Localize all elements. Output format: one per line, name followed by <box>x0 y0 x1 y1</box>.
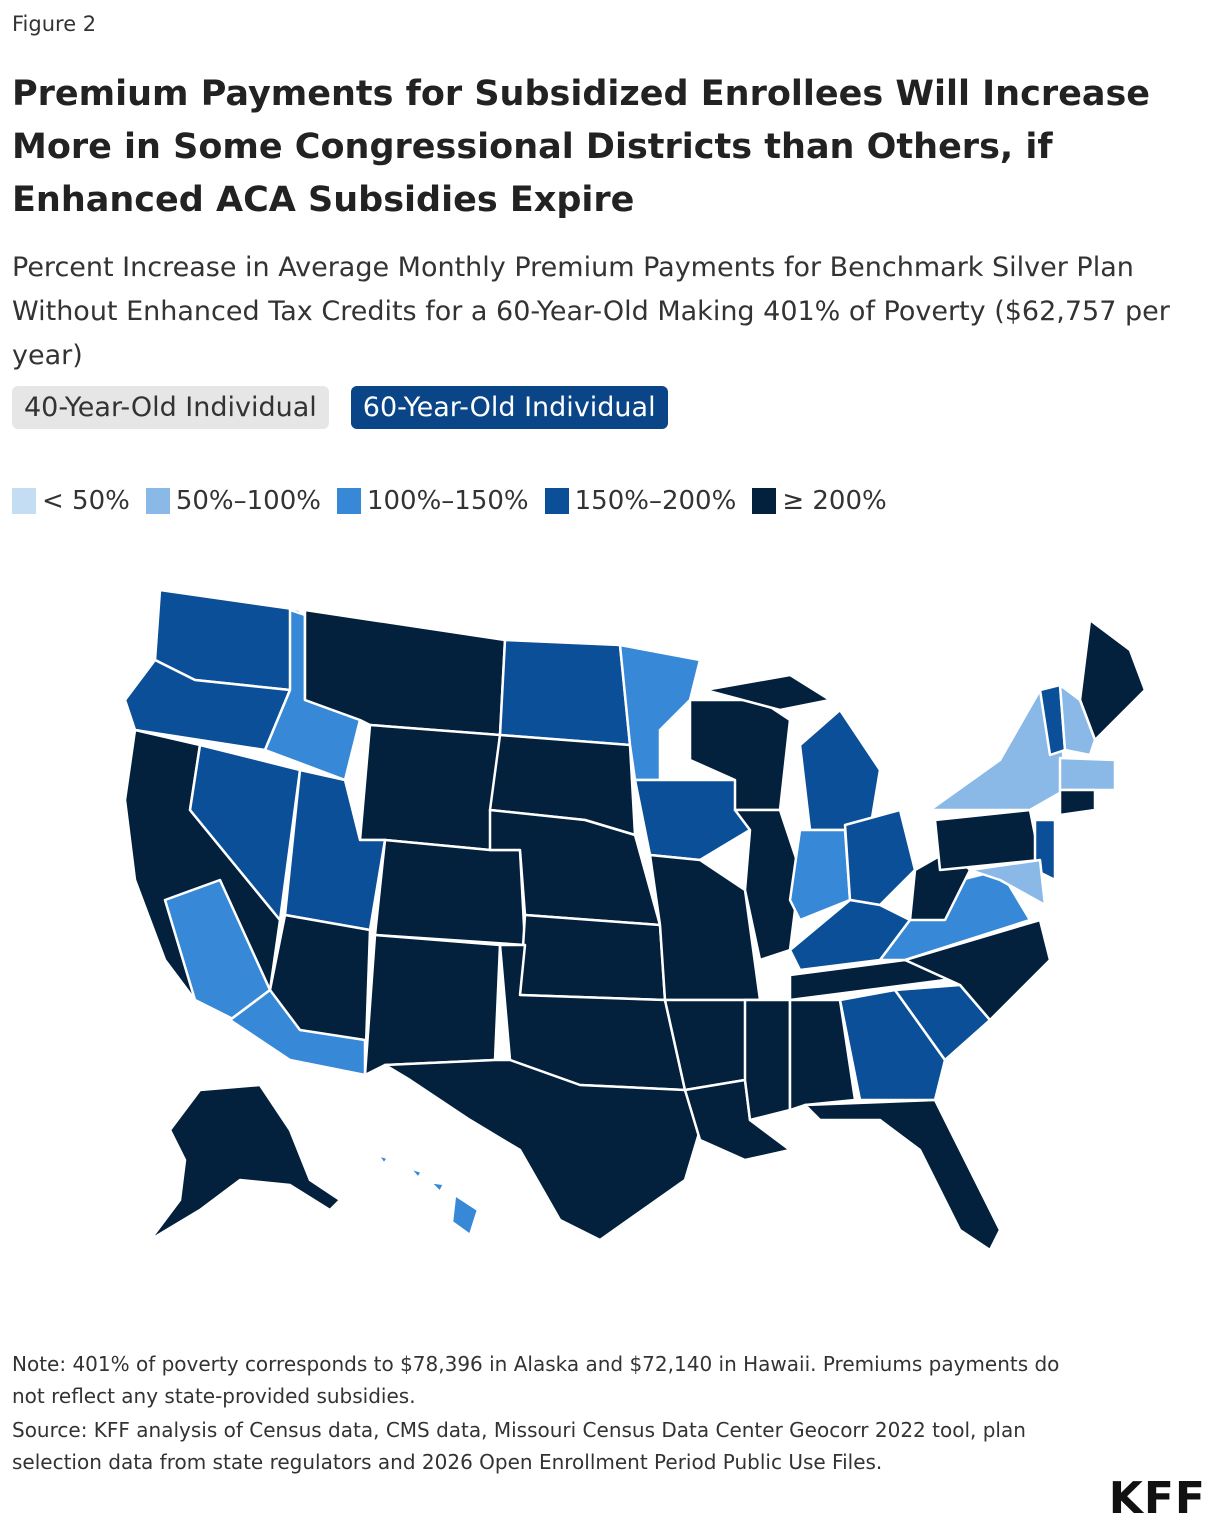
legend-label: 50%–100% <box>175 486 321 516</box>
figure-label: Figure 2 <box>12 12 97 36</box>
region <box>788 828 852 922</box>
legend-label: 100%–150% <box>366 486 529 516</box>
region <box>498 638 632 747</box>
legend-label: 150%–200% <box>574 486 737 516</box>
region <box>803 1098 1002 1252</box>
region <box>228 988 367 1077</box>
map <box>123 588 1147 1252</box>
tab[interactable]: 40-Year-Old Individual <box>12 386 329 429</box>
region <box>363 933 502 1077</box>
region <box>618 643 702 782</box>
title: Premium Payments for Subsidized Enrollee… <box>12 74 1151 220</box>
region <box>1058 683 1097 757</box>
legend-item: < 50% <box>12 486 130 516</box>
region <box>788 998 857 1112</box>
region <box>633 778 752 862</box>
region <box>376 1153 390 1166</box>
region <box>148 1083 342 1242</box>
region <box>743 998 792 1122</box>
legend-item: 150%–200% <box>544 486 737 516</box>
region <box>1058 788 1097 817</box>
legend-item: 100%–150% <box>336 486 529 516</box>
source: Source: KFF analysis of Census data, CMS… <box>12 1418 1026 1474</box>
legend-label: < 50% <box>42 486 130 516</box>
region <box>383 1058 702 1242</box>
legend-swatch <box>12 488 36 514</box>
region <box>358 723 502 852</box>
region <box>450 1193 480 1237</box>
legend-swatch <box>544 488 569 514</box>
region <box>648 853 762 1002</box>
legend: < 50% 50%–100% 100%–150% 150%–200% ≥ 200% <box>12 486 887 516</box>
tabs: 40-Year-Old Individual 60-Year-Old Indivi… <box>12 386 668 429</box>
region <box>843 808 917 907</box>
subtitle: Percent Increase in Average Monthly Prem… <box>12 252 1170 371</box>
legend-label: ≥ 200% <box>782 486 887 516</box>
region <box>838 988 947 1102</box>
legend-item: 50%–100% <box>145 486 321 516</box>
region <box>428 1180 446 1194</box>
region <box>903 918 1052 1022</box>
legend-item: ≥ 200% <box>752 486 887 516</box>
region <box>1058 756 1117 792</box>
legend-swatch <box>145 488 170 514</box>
tab[interactable]: 60-Year-Old Individual <box>350 386 668 429</box>
region <box>518 913 667 1002</box>
region <box>733 808 802 962</box>
region <box>373 838 527 947</box>
region <box>408 1166 424 1180</box>
region <box>1078 618 1147 742</box>
region <box>188 743 302 922</box>
legend-swatch <box>336 488 361 514</box>
region <box>798 708 882 832</box>
region <box>968 858 1047 907</box>
legend-swatch <box>752 488 777 514</box>
region <box>703 673 832 712</box>
logo: KFF <box>1108 1473 1206 1524</box>
note: Note: 401% of poverty corresponds to $78… <box>12 1352 1060 1408</box>
